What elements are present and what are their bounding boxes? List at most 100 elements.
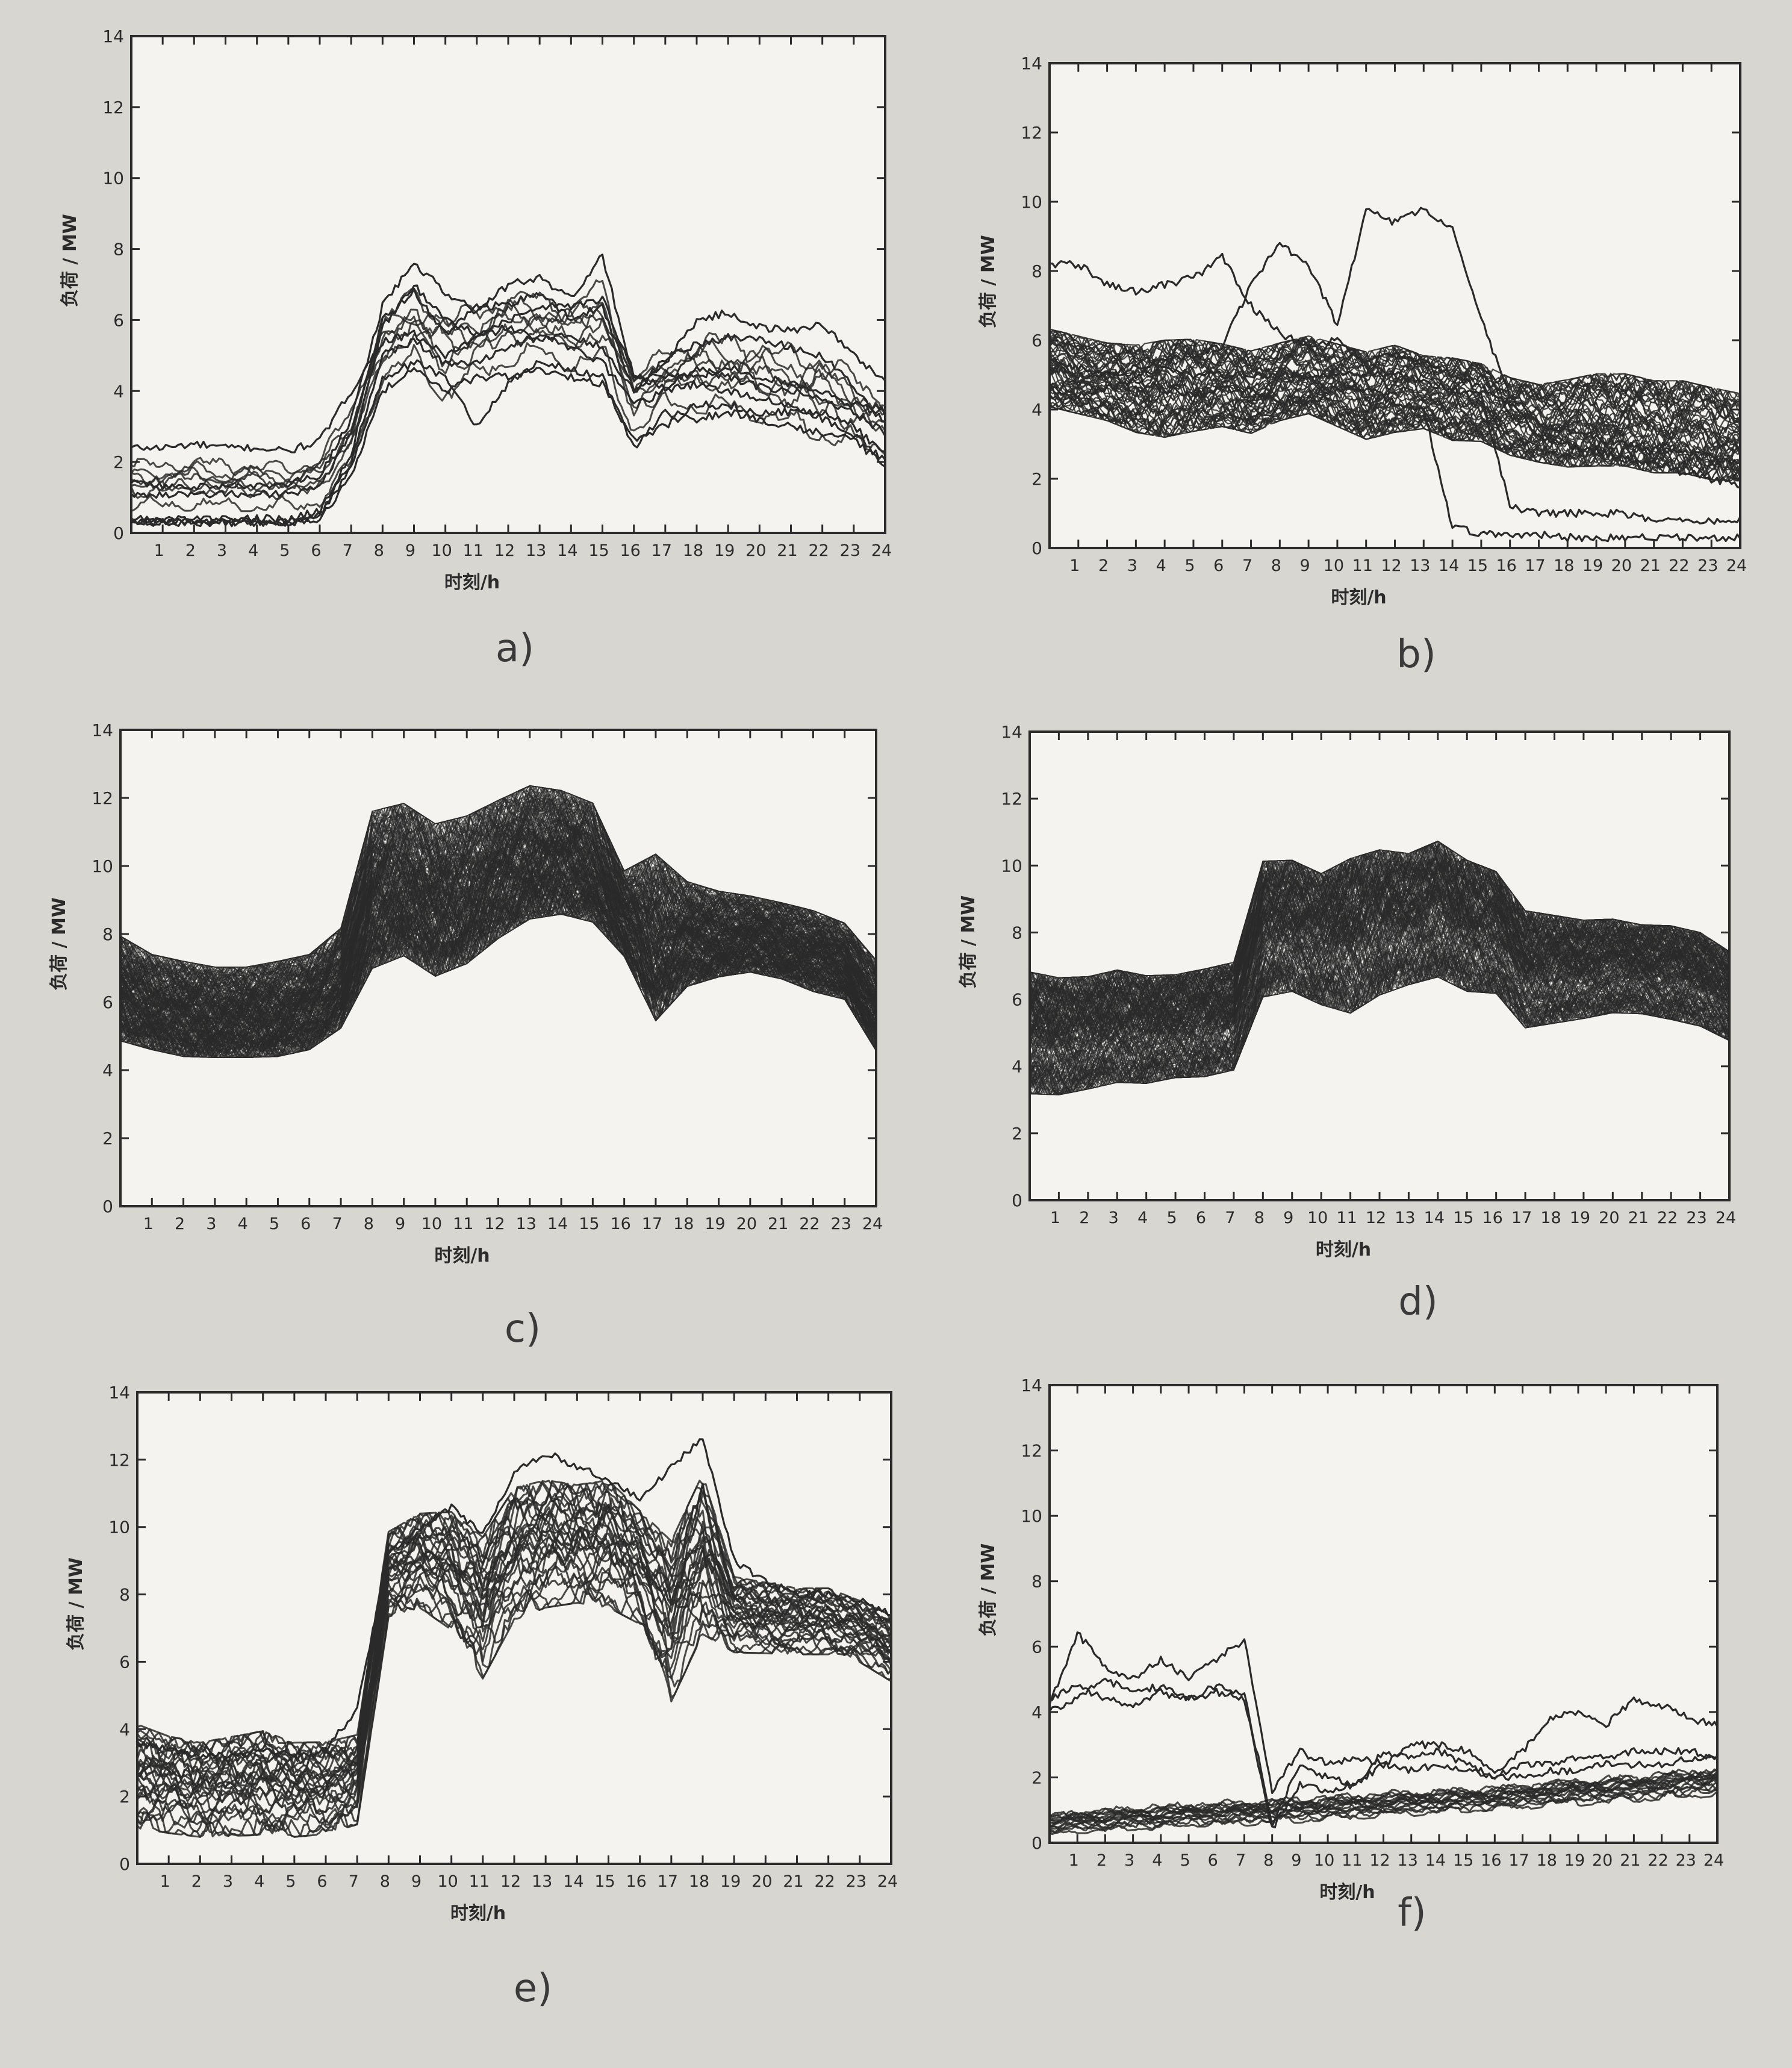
load-curve-c: [120, 871, 876, 1053]
x-axis-title-c: 时刻/h: [434, 1245, 490, 1266]
x-axis-title-a: 时刻/h: [444, 572, 500, 593]
x-tick-label-b: 22: [1669, 556, 1689, 575]
x-tick-label-a: 21: [777, 541, 797, 560]
x-tick-label-c: 13: [516, 1215, 537, 1233]
x-tick-label-c: 24: [862, 1215, 883, 1233]
y-tick-label-d: 2: [1012, 1124, 1022, 1144]
x-tick-label-e: 10: [437, 1872, 458, 1891]
x-tick-label-a: 22: [808, 541, 829, 560]
y-axis-title-f: 负荷 / MW: [978, 1543, 999, 1637]
highlight-curve-a: [131, 359, 885, 527]
x-tick-label-b: 2: [1098, 556, 1109, 575]
y-tick-label-c: 12: [92, 788, 113, 808]
y-tick-label-a: 8: [113, 240, 124, 260]
y-tick-label-f: 12: [1021, 1441, 1042, 1461]
x-tick-label-f: 4: [1152, 1851, 1162, 1870]
x-tick-label-f: 7: [1236, 1851, 1246, 1870]
load-curve-f: [1050, 1779, 1717, 1836]
x-tick-label-b: 15: [1467, 556, 1488, 575]
x-axis-title-d: 时刻/h: [1316, 1239, 1371, 1260]
x-tick-label-e: 7: [349, 1872, 359, 1891]
load-curve-b: [1050, 385, 1740, 474]
x-tick-label-a: 11: [463, 541, 484, 560]
load-curve-d: [1030, 846, 1729, 1010]
y-tick-label-c: 2: [102, 1129, 113, 1148]
load-curve-c: [120, 788, 876, 990]
x-tick-label-b: 5: [1184, 556, 1195, 575]
x-tick-label-c: 9: [395, 1215, 405, 1233]
x-tick-label-d: 8: [1254, 1209, 1265, 1227]
highlight-curve-b: [1050, 207, 1740, 465]
x-tick-label-d: 7: [1225, 1209, 1235, 1227]
x-tick-label-c: 21: [768, 1215, 788, 1233]
y-axis-title-d: 负荷 / MW: [958, 895, 979, 989]
load-curve-d: [1030, 935, 1729, 1085]
highlight-curve-a: [131, 284, 885, 524]
load-curve-e: [137, 1513, 891, 1799]
panel-label-d: d): [1398, 1280, 1438, 1324]
x-tick-label-c: 6: [300, 1215, 311, 1233]
load-curve-d: [1030, 956, 1729, 1095]
x-tick-label-e: 19: [720, 1872, 741, 1891]
x-tick-label-b: 12: [1381, 556, 1401, 575]
x-tick-label-b: 7: [1242, 556, 1252, 575]
x-tick-label-d: 19: [1570, 1209, 1590, 1227]
y-tick-label-a: 2: [113, 452, 124, 472]
highlight-curve-b: [1050, 252, 1740, 489]
x-tick-label-e: 2: [191, 1872, 202, 1891]
y-tick-label-b: 2: [1031, 469, 1042, 489]
load-curve-c: [120, 873, 876, 1054]
y-tick-label-b: 4: [1031, 400, 1042, 420]
panel-label-f: f): [1398, 1891, 1426, 1936]
x-tick-label-f: 15: [1453, 1851, 1473, 1870]
x-tick-label-d: 10: [1307, 1209, 1328, 1227]
load-curve-d: [1030, 843, 1729, 1011]
y-tick-label-e: 4: [119, 1719, 130, 1739]
load-curve-d: [1030, 870, 1729, 1035]
x-tick-label-d: 12: [1366, 1209, 1386, 1227]
x-tick-label-d: 15: [1453, 1209, 1473, 1227]
load-curve-c: [120, 885, 876, 1058]
load-curve-c: [120, 837, 876, 1033]
x-tick-label-e: 11: [469, 1872, 490, 1891]
x-tick-label-e: 22: [814, 1872, 835, 1891]
x-tick-label-b: 18: [1554, 556, 1574, 575]
x-tick-label-b: 14: [1439, 556, 1459, 575]
x-tick-label-e: 16: [626, 1872, 646, 1891]
load-curve-e: [137, 1543, 891, 1821]
x-tick-label-a: 13: [526, 541, 546, 560]
y-tick-label-a: 4: [113, 381, 124, 401]
x-tick-label-c: 17: [642, 1215, 662, 1233]
highlight-curve-f: [1050, 1677, 1717, 1828]
load-curve-c: [120, 836, 876, 1028]
load-curve-c: [120, 857, 876, 1052]
x-tick-label-c: 3: [206, 1215, 216, 1233]
load-curve-e: [137, 1480, 891, 1766]
x-tick-label-f: 14: [1425, 1851, 1446, 1870]
load-curve-a: [131, 312, 885, 492]
y-tick-label-c: 8: [102, 924, 113, 944]
y-tick-label-d: 12: [1001, 789, 1022, 809]
x-tick-label-f: 16: [1481, 1851, 1501, 1870]
panel-label-e: e): [513, 1966, 553, 2011]
y-tick-label-d: 4: [1012, 1057, 1022, 1077]
x-tick-label-d: 3: [1109, 1209, 1119, 1227]
y-axis-title-c: 负荷 / MW: [49, 897, 70, 991]
x-tick-label-f: 20: [1592, 1851, 1613, 1870]
load-curve-e: [137, 1526, 891, 1812]
x-tick-label-c: 4: [238, 1215, 248, 1233]
y-tick-label-b: 8: [1031, 261, 1042, 281]
x-tick-label-b: 1: [1069, 556, 1080, 575]
y-tick-label-e: 8: [119, 1585, 130, 1605]
highlight-curve-b: [1050, 364, 1740, 525]
load-curve-f: [1050, 1789, 1717, 1834]
panel-label-c: c): [504, 1307, 541, 1351]
load-curve-c: [120, 789, 876, 990]
load-curve-c: [120, 808, 876, 1002]
x-tick-label-d: 17: [1511, 1209, 1532, 1227]
x-tick-label-e: 5: [285, 1872, 296, 1891]
x-tick-label-f: 18: [1537, 1851, 1557, 1870]
x-tick-label-e: 12: [500, 1872, 521, 1891]
series-group-a: [131, 254, 885, 528]
x-tick-label-c: 10: [422, 1215, 442, 1233]
